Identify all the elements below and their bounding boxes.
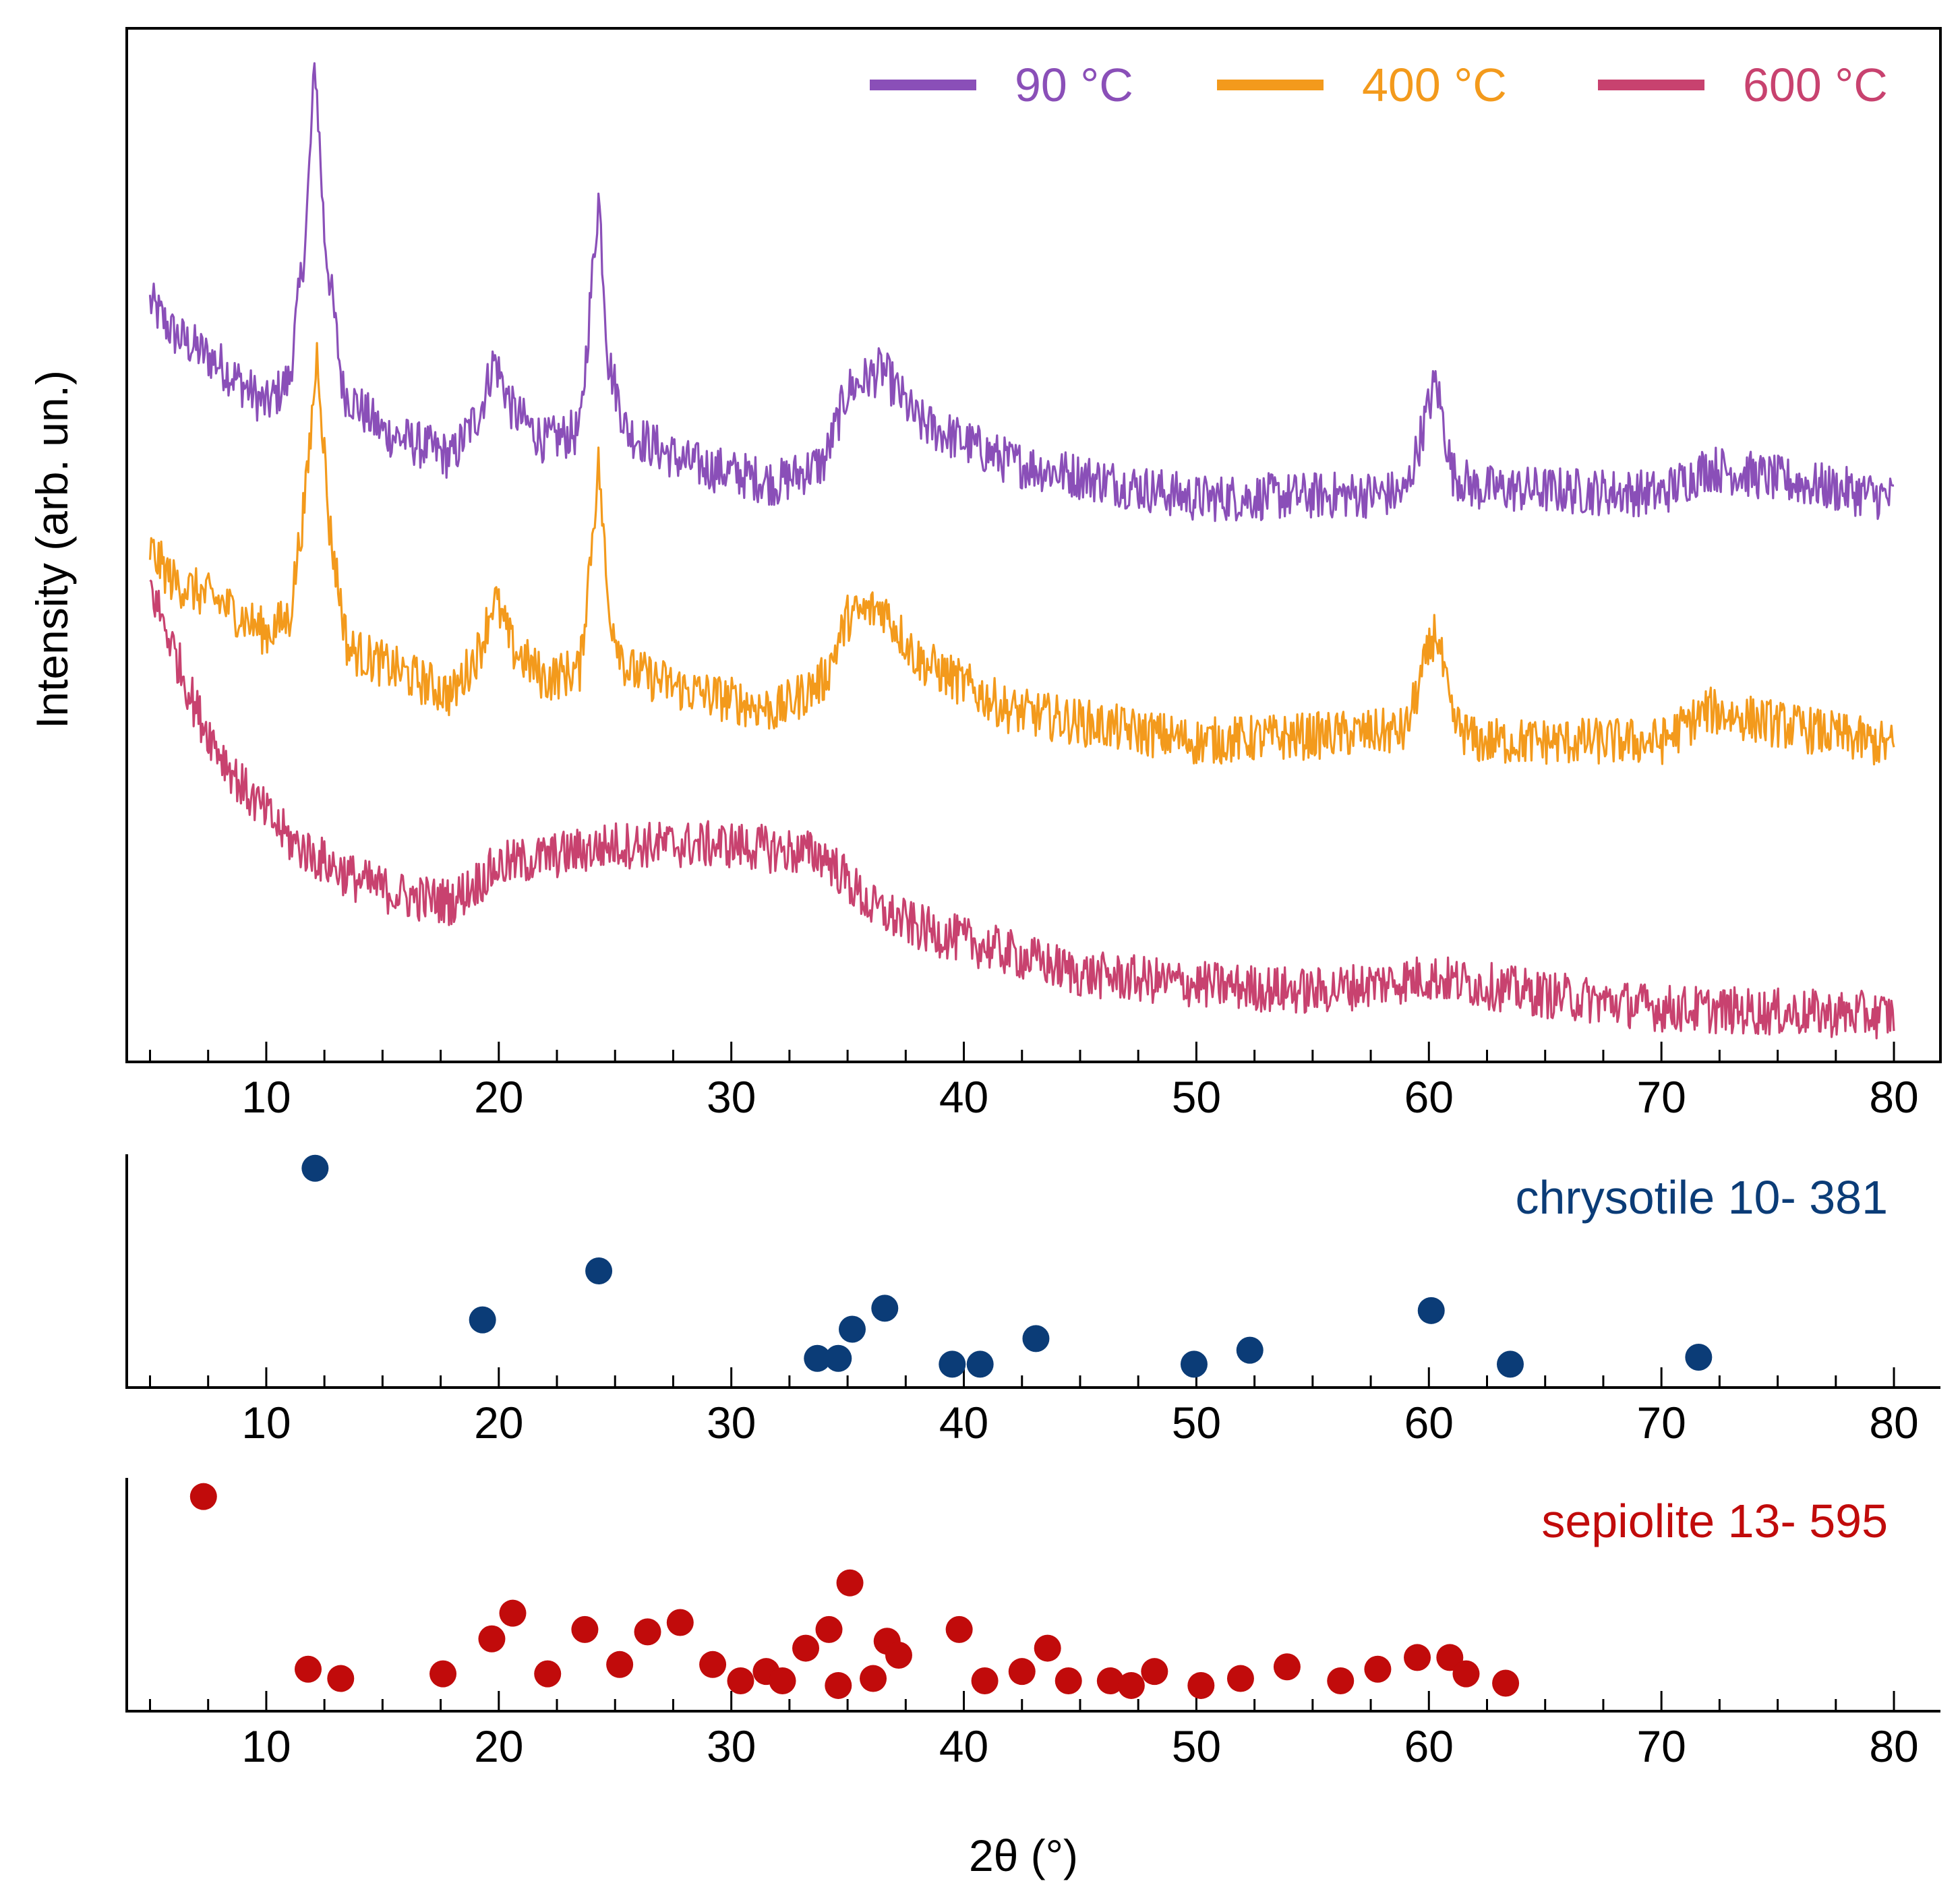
data-point <box>1452 1660 1480 1688</box>
x-tick-label: 60 <box>1404 1398 1454 1448</box>
data-point <box>1180 1350 1208 1378</box>
data-point <box>327 1665 355 1692</box>
x-tick-label: 30 <box>707 1072 756 1122</box>
data-point <box>1141 1658 1168 1686</box>
data-point <box>534 1660 562 1688</box>
x-tick-label: 70 <box>1636 1072 1686 1122</box>
data-point <box>885 1641 912 1669</box>
data-point <box>1417 1297 1445 1324</box>
axes-frame <box>125 27 1942 1063</box>
data-point <box>792 1634 820 1662</box>
data-point <box>429 1660 457 1688</box>
data-point <box>939 1350 966 1378</box>
axes-frame <box>125 1478 1940 1713</box>
data-point <box>1273 1653 1301 1681</box>
data-point <box>699 1650 727 1678</box>
x-tick-label: 20 <box>474 1398 523 1448</box>
data-point <box>1226 1665 1254 1692</box>
data-point <box>469 1306 496 1334</box>
x-tick-label: 70 <box>1636 1398 1686 1448</box>
data-point <box>860 1665 887 1692</box>
data-point <box>585 1257 613 1284</box>
x-tick-label: 50 <box>1172 1072 1221 1122</box>
data-point <box>945 1615 973 1643</box>
x-tick-label: 10 <box>241 1721 291 1771</box>
main-panel: Intensity (arb. un.) 10 20 30 40 50 60 70 80 90 … <box>27 27 1942 1122</box>
x-tick-label: 20 <box>474 1072 523 1122</box>
data-point <box>804 1344 831 1372</box>
sepiolite-panel: 10 20 30 40 50 60 70 80 sepiolite 13- 595 <box>125 1478 1940 1771</box>
series-line-1 <box>148 62 1895 523</box>
data-point <box>1404 1644 1431 1671</box>
x-tick-label: 50 <box>1172 1398 1221 1448</box>
chrysotile-panel: 10 20 30 40 50 60 70 80 chrysotile 10- 381 <box>125 1154 1940 1448</box>
data-point <box>769 1667 796 1695</box>
x-tick-label: 30 <box>707 1398 756 1448</box>
legend-label: 400 °C <box>1362 59 1507 111</box>
data-point <box>571 1615 599 1643</box>
series-line-2 <box>148 342 1895 766</box>
reference-label: sepiolite 13- 595 <box>1541 1495 1888 1547</box>
data-point <box>189 1483 217 1510</box>
data-point <box>1436 1644 1464 1671</box>
x-tick-label: 60 <box>1404 1072 1454 1122</box>
data-point <box>1008 1658 1036 1686</box>
data-point <box>1364 1655 1392 1683</box>
x-tick-label: 30 <box>707 1721 756 1771</box>
series-line-3 <box>149 579 1895 1040</box>
data-point <box>1187 1671 1215 1699</box>
x-tick-label: 40 <box>939 1721 988 1771</box>
legend: 90 °C 400 °C 600 °C <box>870 59 1888 111</box>
data-point <box>1492 1669 1520 1697</box>
x-tick-label: 80 <box>1869 1072 1918 1122</box>
data-point <box>1327 1667 1355 1695</box>
x-tick-label: 40 <box>939 1072 988 1122</box>
x-tick-label: 20 <box>474 1721 523 1771</box>
x-tick-label: 10 <box>241 1398 291 1448</box>
data-point <box>727 1667 754 1695</box>
y-axis-title: Intensity (arb. un.) <box>27 370 77 729</box>
axes-frame <box>125 1154 1940 1389</box>
data-point <box>499 1599 527 1627</box>
data-point <box>815 1615 843 1643</box>
data-point <box>634 1618 661 1646</box>
legend-label: 90 °C <box>1015 59 1133 111</box>
x-tick-label: 10 <box>241 1072 291 1122</box>
data-point <box>606 1650 634 1678</box>
data-point <box>1096 1667 1124 1695</box>
data-point <box>1022 1325 1050 1352</box>
x-tick-label: 60 <box>1404 1721 1454 1771</box>
data-point <box>295 1655 322 1683</box>
data-point <box>666 1609 694 1636</box>
data-point <box>836 1569 864 1597</box>
data-point <box>1055 1667 1082 1695</box>
data-point <box>971 1667 999 1695</box>
x-axis-title: 2θ (°) <box>969 1831 1078 1880</box>
data-point <box>1496 1350 1524 1378</box>
data-point <box>966 1350 994 1378</box>
x-tick-label: 50 <box>1172 1721 1221 1771</box>
data-point <box>825 1344 852 1372</box>
data-point <box>301 1154 329 1182</box>
x-tick-label: 80 <box>1869 1398 1918 1448</box>
x-tick-label: 80 <box>1869 1721 1918 1771</box>
reference-label: chrysotile 10- 381 <box>1515 1171 1888 1224</box>
data-point <box>1236 1336 1264 1364</box>
legend-label: 600 °C <box>1743 59 1888 111</box>
data-point <box>1117 1671 1145 1699</box>
x-tick-label: 70 <box>1636 1721 1686 1771</box>
data-point <box>478 1625 506 1653</box>
data-point <box>871 1295 899 1322</box>
data-point <box>1685 1344 1713 1371</box>
data-point <box>825 1671 852 1699</box>
x-tick-label: 40 <box>939 1398 988 1448</box>
data-point <box>839 1315 866 1343</box>
data-point <box>1034 1634 1061 1662</box>
